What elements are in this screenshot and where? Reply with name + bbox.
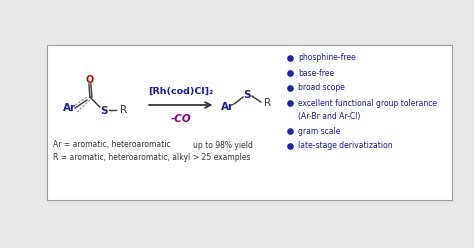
Text: S: S [100,106,108,116]
Text: O: O [86,75,94,85]
Text: Ar: Ar [63,103,76,113]
Text: late-stage derivatization: late-stage derivatization [298,142,393,151]
Text: (Ar-Br and Ar-Cl): (Ar-Br and Ar-Cl) [298,112,361,121]
Text: R: R [264,98,271,108]
Text: broad scope: broad scope [298,84,345,93]
Text: [Rh(cod)Cl]₂: [Rh(cod)Cl]₂ [148,87,213,95]
Text: base-free: base-free [298,68,335,77]
Text: Ar = aromatic, heteroaromatic: Ar = aromatic, heteroaromatic [54,141,171,150]
Text: Ar: Ar [221,102,234,112]
Text: > 25 examples: > 25 examples [192,154,250,162]
Text: -CO: -CO [171,114,191,124]
Text: phosphine-free: phosphine-free [298,54,356,62]
Text: R: R [119,105,127,115]
Bar [47,45,453,200]
Text: S: S [243,90,251,100]
Text: up to 98% yield: up to 98% yield [192,141,253,150]
Text: R = aromatic, heteroaromatic, alkyl: R = aromatic, heteroaromatic, alkyl [54,154,191,162]
Text: gram scale: gram scale [298,126,341,135]
Text: excellent functional group tolerance: excellent functional group tolerance [298,98,438,107]
